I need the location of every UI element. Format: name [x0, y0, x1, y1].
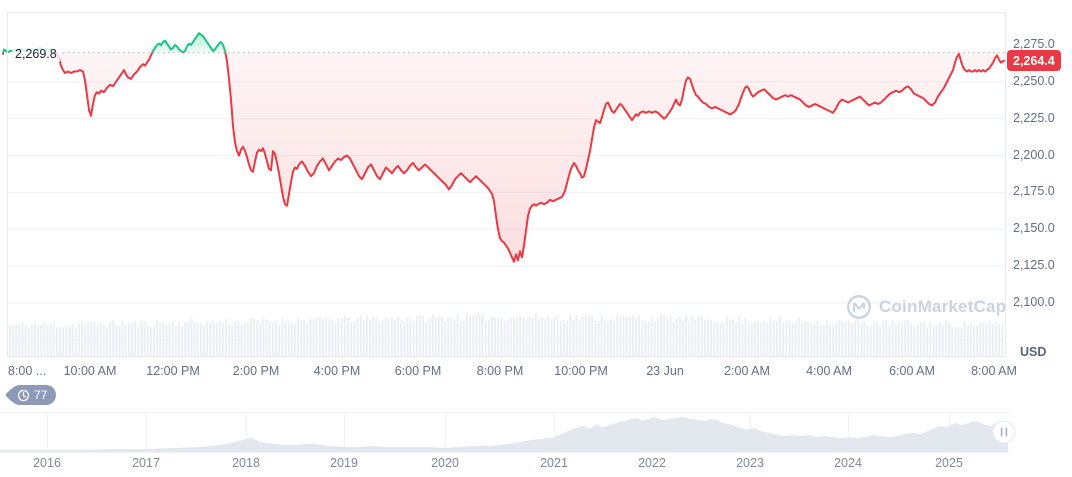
y-axis-label: 2,250.0 — [1013, 73, 1055, 88]
x-axis-label: 8:00 PM — [476, 364, 524, 378]
timeline-year-label: 2017 — [132, 456, 160, 470]
timeline-year-label: 2025 — [935, 456, 963, 470]
price-line-up — [2, 32, 227, 53]
timeline-year-label: 2020 — [431, 456, 459, 470]
plot-border — [7, 12, 1006, 357]
x-axis-label: 23 Jun — [646, 364, 684, 378]
timeline-year-label: 2019 — [330, 456, 358, 470]
x-axis-label: 4:00 PM — [313, 364, 361, 378]
x-axis-label: 2:00 AM — [724, 364, 770, 378]
current-price-badge: 2,264.4 — [1007, 50, 1061, 71]
x-axis-label: 12:00 PM — [146, 364, 200, 378]
x-axis-label: 2:00 PM — [232, 364, 280, 378]
history-count: 77 — [34, 388, 48, 402]
x-axis-label: 6:00 AM — [889, 364, 935, 378]
price-line-down — [2, 52, 1005, 263]
timeline-minimap-scrubber[interactable] — [0, 412, 1072, 453]
x-axis-label: 8:00 ... — [8, 364, 47, 378]
volume-bars — [9, 313, 1004, 356]
coinmarketcap-watermark: CoinMarketCap — [846, 294, 1006, 320]
y-axis-label: 2,225.0 — [1013, 110, 1055, 125]
y-axis-label: 2,150.0 — [1013, 221, 1055, 236]
previous-close-label: 2,269.8 — [12, 46, 60, 62]
timeline-year-label: 2016 — [33, 456, 61, 470]
x-axis-label: 6:00 PM — [394, 364, 442, 378]
x-axis-label: 4:00 AM — [806, 364, 852, 378]
y-axis-label: 2,125.0 — [1013, 258, 1055, 273]
y-axis-label: 2,100.0 — [1013, 295, 1055, 309]
watermark-text: CoinMarketCap — [879, 297, 1007, 316]
x-axis-label: 8:00 AM — [971, 364, 1017, 378]
timeline-year-label: 2018 — [232, 456, 260, 470]
minimap-area — [0, 417, 1008, 452]
y-axis-label: 2,200.0 — [1013, 147, 1055, 162]
x-axis-label: 10:00 AM — [63, 364, 117, 378]
coinmarketcap-logo-icon — [846, 294, 872, 320]
y-axis-label: 2,275.0 — [1013, 37, 1055, 51]
x-axis-label: 10:00 PM — [554, 364, 608, 378]
timeline-year-label: 2024 — [834, 456, 862, 470]
timeline-year-label: 2023 — [736, 456, 764, 470]
y-axis-label: 2,175.0 — [1013, 184, 1055, 199]
currency-label: USD — [1020, 345, 1047, 359]
history-count-badge[interactable]: 77 — [10, 385, 57, 405]
minimap-handle[interactable] — [992, 420, 1016, 444]
timeline-year-label: 2022 — [638, 456, 666, 470]
clock-icon — [17, 389, 30, 401]
timeline-year-label: 2021 — [540, 456, 568, 470]
price-chart-canvas[interactable] — [0, 0, 1008, 358]
area-fill-down — [3, 52, 1004, 262]
